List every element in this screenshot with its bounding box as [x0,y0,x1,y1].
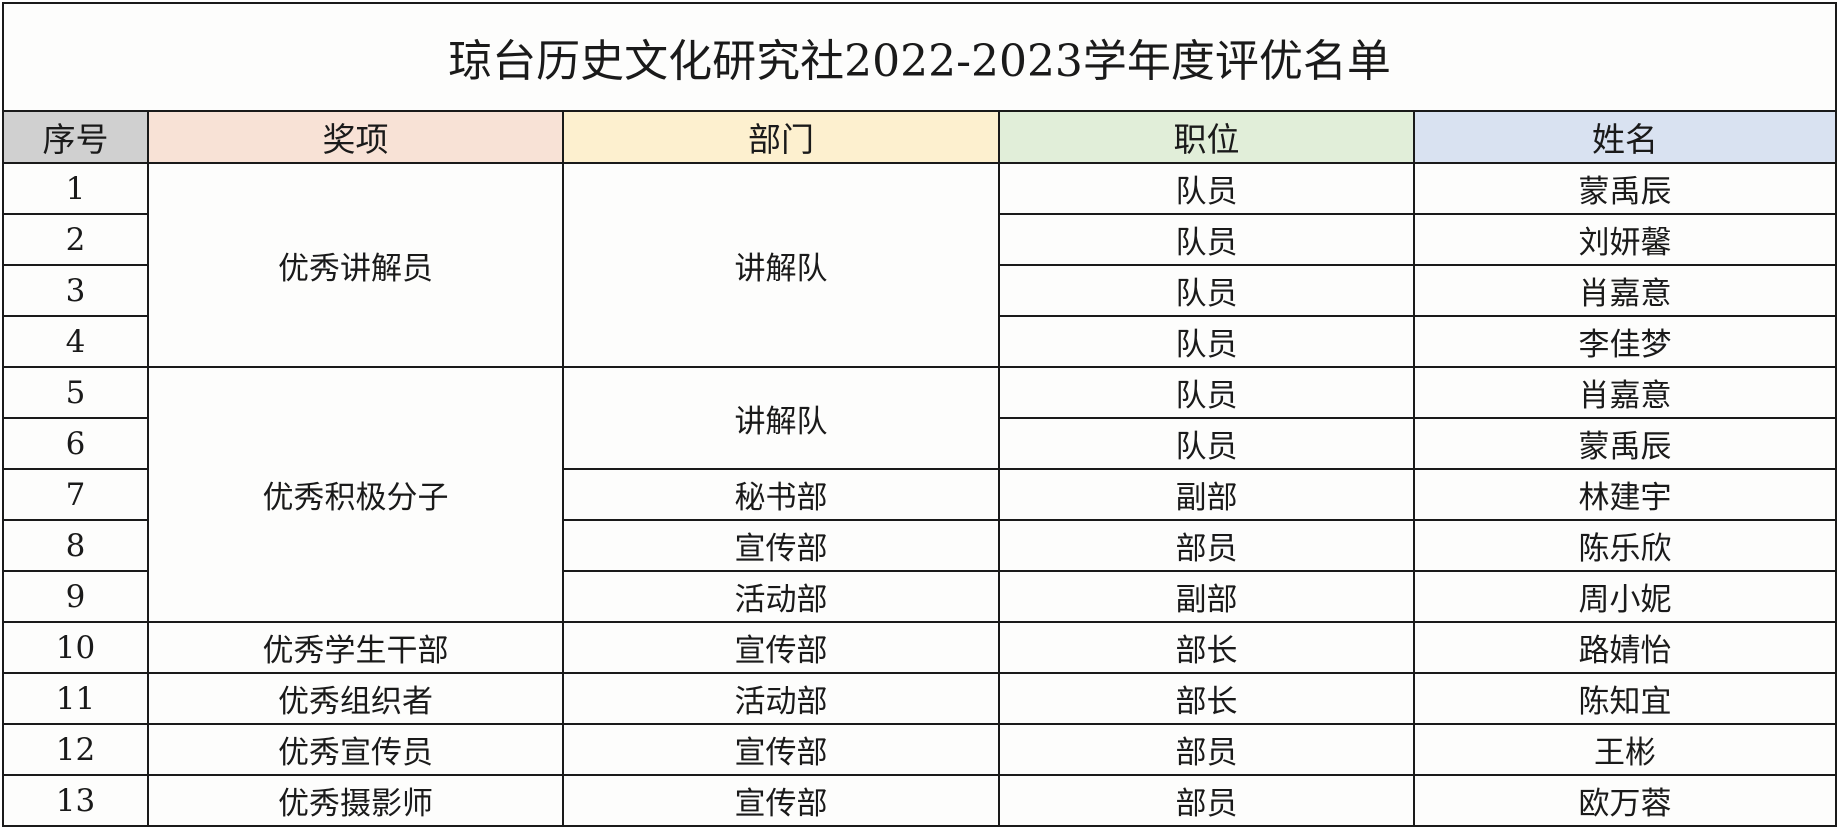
cell-dept: 活动部 [562,570,1000,623]
cell-seq: 3 [2,264,149,317]
cell-award: 优秀摄影师 [147,774,564,827]
cell-name: 蒙禹辰 [1412,162,1838,215]
cell-name: 陈知宜 [1412,672,1838,725]
table-row: 9 活动部 副部 周小妮 [2,570,1838,623]
header-award: 奖项 [147,110,564,164]
table-row: 10 优秀学生干部 宣传部 部长 路婧怡 [2,621,1838,674]
cell-name: 陈乐欣 [1412,519,1838,572]
cell-dept: 宣传部 [562,723,1000,776]
cell-name: 欧万蓉 [1412,774,1838,827]
cell-position: 副部 [998,468,1415,521]
table-row: 6 队员 蒙禹辰 [2,417,1838,470]
table-row: 2 队员 刘妍馨 [2,213,1838,266]
cell-name: 蒙禹辰 [1412,417,1838,470]
cell-position: 部长 [998,621,1415,674]
cell-award: 优秀讲解员 [147,162,564,368]
cell-award: 优秀组织者 [147,672,564,725]
cell-name: 林建宇 [1412,468,1838,521]
header-name: 姓名 [1412,110,1838,164]
cell-seq: 7 [2,468,149,521]
cell-dept: 宣传部 [562,621,1000,674]
cell-name: 肖嘉意 [1412,366,1838,419]
cell-name: 肖嘉意 [1412,264,1838,317]
table-row: 8 宣传部 部员 陈乐欣 [2,519,1838,572]
cell-name: 路婧怡 [1412,621,1838,674]
cell-dept: 讲解队 [562,162,1000,368]
table-row: 4 队员 李佳梦 [2,315,1838,368]
cell-name: 周小妮 [1412,570,1838,623]
cell-seq: 5 [2,366,149,419]
header-seq: 序号 [2,110,149,164]
cell-dept: 宣传部 [562,774,1000,827]
cell-position: 部员 [998,519,1415,572]
cell-award: 优秀宣传员 [147,723,564,776]
cell-seq: 8 [2,519,149,572]
cell-position: 队员 [998,264,1415,317]
cell-position: 队员 [998,417,1415,470]
cell-position: 队员 [998,162,1415,215]
cell-award: 优秀积极分子 [147,366,564,623]
cell-seq: 13 [2,774,149,827]
cell-seq: 12 [2,723,149,776]
cell-seq: 10 [2,621,149,674]
cell-name: 王彬 [1412,723,1838,776]
cell-dept: 秘书部 [562,468,1000,521]
table-row: 12 优秀宣传员 宣传部 部员 王彬 [2,723,1838,776]
cell-position: 部长 [998,672,1415,725]
cell-position: 队员 [998,366,1415,419]
cell-seq: 4 [2,315,149,368]
cell-name: 刘妍馨 [1412,213,1838,266]
table-row: 1 优秀讲解员 讲解队 队员 蒙禹辰 [2,162,1838,368]
table-row: 11 优秀组织者 活动部 部长 陈知宜 [2,672,1838,725]
cell-dept: 讲解队 [562,366,1000,470]
cell-position: 副部 [998,570,1415,623]
cell-award: 优秀学生干部 [147,621,564,674]
header-position: 职位 [998,110,1415,164]
cell-seq: 1 [2,162,149,215]
cell-name: 李佳梦 [1412,315,1838,368]
cell-position: 队员 [998,315,1415,368]
cell-position: 部员 [998,774,1415,827]
header-dept: 部门 [562,110,1000,164]
table-row: 7 秘书部 副部 林建宇 [2,468,1838,521]
table-row: 5 优秀积极分子 讲解队 队员 肖嘉意 [2,366,1838,623]
cell-seq: 9 [2,570,149,623]
cell-seq: 11 [2,672,149,725]
cell-seq: 2 [2,213,149,266]
cell-dept: 宣传部 [562,519,1000,572]
sheet-title: 琼台历史文化研究社2022-2023学年度评优名单 [1,2,1838,112]
header-row: 序号 奖项 部门 职位 姓名 [2,110,1838,164]
cell-position: 部员 [998,723,1415,776]
table-row: 13 优秀摄影师 宣传部 部员 欧万蓉 [2,774,1838,827]
cell-seq: 6 [2,417,149,470]
table-row: 3 队员 肖嘉意 [2,264,1838,317]
cell-position: 队员 [998,213,1415,266]
cell-dept: 活动部 [562,672,1000,725]
